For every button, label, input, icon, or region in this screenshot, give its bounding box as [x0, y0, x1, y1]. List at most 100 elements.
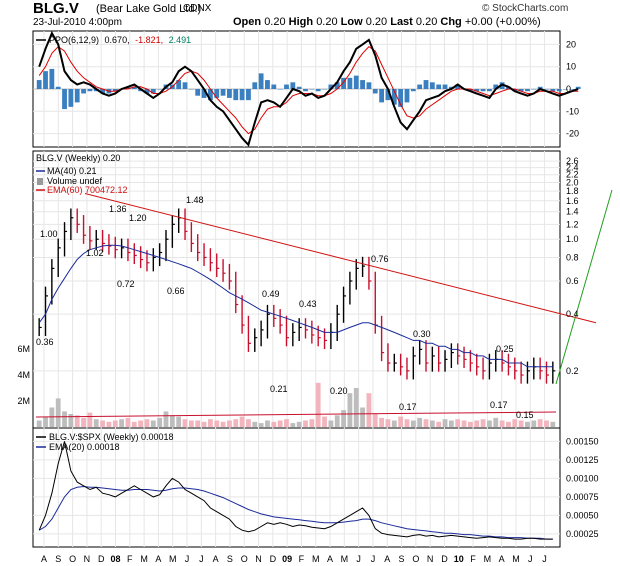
- ppo-hist-bar: [265, 80, 270, 89]
- volume-bar: [550, 421, 556, 427]
- ppo-lines: [38, 30, 579, 147]
- x-tick-label: 08: [111, 554, 121, 564]
- green-trend-line: [555, 189, 613, 385]
- volume-bar: [220, 421, 226, 427]
- x-tick-label: J: [356, 554, 361, 564]
- ppo-hist-bar: [385, 89, 391, 101]
- volume-bar: [303, 420, 308, 427]
- ppo-legend: PPO(6,12,9) 0.670, -1.821, 2.491: [36, 35, 191, 45]
- volume-bar: [201, 421, 207, 427]
- price-annotation: 0.49: [262, 289, 280, 299]
- price-y-tick: 2.4: [566, 163, 579, 173]
- volume-bar: [360, 407, 365, 427]
- volume-bar: [366, 393, 372, 427]
- ratio-legend-title: BLG.V:$SPX (Weekly) 0.00018: [49, 432, 174, 442]
- ppo-hist-bar: [556, 89, 562, 92]
- price-annotations: 0.36 1.00 1.02 1.361.20 0.72 0.66 1.48 0.49 0.43…: [36, 195, 534, 420]
- ppo-hist-bar: [214, 89, 220, 98]
- volume-tick: 2M: [17, 396, 30, 406]
- x-tick-label: A: [213, 554, 219, 564]
- volume-bar: [131, 421, 137, 427]
- chg-value: +0.00 (+0.00%): [464, 16, 541, 28]
- ppo-hist-bar: [131, 86, 137, 89]
- ppo-hist-bar: [569, 89, 575, 90]
- ppo-hist-bar: [220, 89, 226, 96]
- ppo-hist-bar: [182, 82, 188, 89]
- ma40-line: [38, 244, 553, 368]
- ratio-legend: BLG.V:$SPX (Weekly) 0.00018 EMA(20) 0.00…: [36, 432, 174, 452]
- volume-bar: [353, 388, 359, 427]
- volume-bar: [43, 416, 48, 427]
- volume-bar: [506, 421, 511, 427]
- price-annotation: 0.66: [167, 286, 185, 296]
- low-label: Low: [340, 16, 363, 28]
- x-tick-label: O: [69, 554, 76, 564]
- ppo-hist-bar: [493, 84, 499, 89]
- x-tick-label: M: [140, 554, 148, 564]
- ppo-hist-bar: [379, 89, 385, 103]
- volume-bar: [487, 420, 492, 427]
- ppo-hist-bar: [537, 86, 543, 89]
- ratio-y-tick: 0.00125: [566, 455, 599, 465]
- ppo-legend-v1: 0.670,: [105, 35, 130, 45]
- price-y-tick: 1.8: [566, 186, 579, 196]
- x-tick-label: F: [470, 554, 476, 564]
- price-legend-title: BLG.V (Weekly) 0.20: [36, 153, 120, 163]
- price-annotation: 0.15: [516, 410, 534, 420]
- volume-bar: [188, 420, 194, 427]
- volume-bar: [442, 419, 448, 427]
- ppo-hist-bar: [188, 89, 194, 90]
- ppo-y-tick: 10: [566, 62, 576, 72]
- ppo-hist-bar: [455, 84, 461, 89]
- volume-bar: [518, 420, 524, 427]
- ticker-symbol: BLG.V: [33, 0, 79, 17]
- price-y-tick: 0.8: [566, 252, 579, 262]
- price-y-tick: 2.0: [566, 178, 579, 188]
- volume-bar: [309, 419, 315, 427]
- ratio-y-tick: 0.00025: [566, 529, 599, 539]
- volume-bar: [290, 423, 296, 427]
- price-y-tick: 1.4: [566, 207, 579, 217]
- volume-bar: [246, 419, 251, 427]
- x-tick-label: A: [41, 554, 47, 564]
- volume-bar: [436, 421, 442, 427]
- ppo-hist-bar: [575, 86, 581, 89]
- price-y-tick: 1.6: [566, 196, 579, 206]
- volume-bar: [315, 382, 321, 427]
- high-value: 0.20: [316, 16, 338, 28]
- price-lines: [35, 189, 613, 418]
- ppo-hist-bar: [353, 75, 359, 89]
- price-annotation: 0.20: [330, 386, 348, 396]
- trend-line: [84, 192, 597, 324]
- volume-bar: [106, 421, 112, 427]
- ppo-hist-bar: [100, 89, 105, 94]
- volume-bar: [417, 417, 423, 427]
- ratio-y-tick: 0.00100: [566, 473, 599, 483]
- price-y-tick: 1.2: [566, 219, 579, 229]
- x-tick-label: S: [227, 554, 233, 564]
- ppo-hist-bar: [55, 86, 61, 89]
- price-annotation: 0.25: [496, 344, 514, 354]
- ppo-hist-bar: [207, 89, 213, 101]
- ratio-line: [38, 441, 553, 540]
- open-value: 0.20: [264, 16, 286, 28]
- volume-bar: [544, 420, 549, 427]
- volume-bar: [125, 417, 131, 427]
- last-value: 0.20: [415, 16, 438, 28]
- x-tick-label: F: [299, 554, 305, 564]
- ppo-hist-bar: [157, 89, 163, 90]
- x-tick-label: J: [371, 554, 376, 564]
- ppo-hist-bar: [563, 89, 568, 90]
- volume-bar: [68, 414, 74, 427]
- price-y-tick: 0.2: [566, 366, 579, 376]
- exchange-label: CDNX: [183, 3, 212, 14]
- ppo-hist-bar: [87, 89, 93, 92]
- ppo-hist-bar: [227, 89, 232, 98]
- ppo-legend-v2: -1.821,: [135, 35, 163, 45]
- volume-bar: [372, 414, 378, 427]
- ratio-ema-line: [38, 485, 553, 540]
- ppo-hist-bar: [74, 89, 80, 103]
- ppo-hist-bar: [360, 80, 365, 89]
- ppo-y-tick: -10: [566, 106, 579, 116]
